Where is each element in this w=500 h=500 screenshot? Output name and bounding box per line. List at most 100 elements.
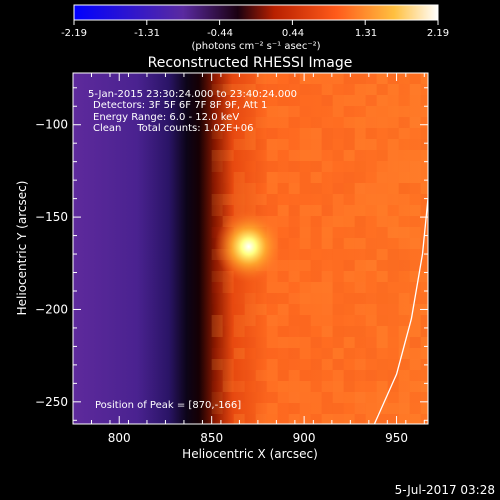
heatmap-pixel — [233, 128, 245, 139]
heatmap-pixel — [343, 304, 355, 315]
heatmap-pixel — [288, 227, 300, 238]
heatmap-pixel — [354, 392, 366, 403]
heatmap-pixel — [233, 139, 245, 150]
heatmap-pixel — [409, 95, 421, 106]
y-tick-label: −150 — [35, 210, 68, 224]
heatmap-pixel — [233, 117, 245, 128]
heatmap-pixel — [211, 84, 223, 95]
heatmap-pixel — [387, 249, 399, 260]
heatmap-pixel — [310, 205, 322, 216]
heatmap-pixel — [300, 117, 311, 128]
heatmap-pixel — [244, 106, 256, 117]
heatmap-pixel — [211, 172, 223, 183]
plot-frame — [72, 72, 429, 425]
heatmap-pixel — [420, 150, 428, 161]
heatmap-pixel — [288, 315, 300, 326]
heatmap-pixel — [333, 161, 344, 172]
heatmap-pixel — [420, 172, 428, 183]
heatmap-pixel — [376, 326, 388, 337]
heatmap-pixel — [387, 271, 399, 282]
heatmap-pixel — [211, 183, 223, 194]
heatmap-pixel — [398, 370, 410, 381]
heatmap-pixel — [310, 260, 322, 271]
heatmap-pixel — [266, 150, 278, 161]
heatmap-pixel — [333, 117, 344, 128]
heatmap-pixel — [344, 403, 355, 414]
heatmap-pixel — [266, 128, 278, 139]
heatmap-pixel — [310, 315, 322, 326]
heatmap-pixel — [409, 326, 421, 337]
heatmap-pixel — [332, 370, 344, 381]
y-tick-label: −200 — [35, 302, 68, 316]
heatmap-pixel — [300, 271, 311, 282]
heatmap-pixel — [299, 205, 311, 216]
heatmap-pixel — [354, 414, 366, 424]
heatmap-pixel — [365, 183, 377, 194]
heatmap-pixel — [310, 139, 322, 150]
heatmap-pixel — [245, 161, 256, 172]
heatmap-pixel — [222, 150, 234, 161]
heatmap-pixel — [409, 73, 421, 84]
heatmap-pixel — [387, 194, 399, 205]
heatmap-pixel — [277, 315, 289, 326]
heatmap-pixel — [376, 271, 388, 282]
heatmap-pixel — [278, 414, 289, 425]
heatmap-pixel — [354, 304, 366, 315]
heatmap-pixel — [387, 172, 399, 183]
heatmap-pixel — [288, 370, 300, 381]
heatmap-pixel — [255, 73, 267, 84]
heatmap-pixel — [256, 326, 267, 337]
heatmap-pixel — [354, 293, 366, 304]
heatmap-pixel — [409, 172, 421, 183]
heatmap-pixel — [245, 172, 256, 183]
heatmap-pixel — [343, 293, 355, 304]
heatmap-pixel — [288, 183, 300, 194]
heatmap-pixel — [277, 238, 289, 249]
heatmap-pixel — [310, 227, 322, 238]
heatmap-pixel — [387, 139, 399, 150]
footer-timestamp: 5-Jul-2017 03:28 — [395, 483, 495, 497]
heatmap-pixel — [398, 161, 410, 172]
heatmap-pixel — [310, 381, 322, 392]
heatmap-pixel — [321, 403, 333, 414]
heatmap-pixel — [322, 172, 333, 183]
annotation-total-counts: Clean Total counts: 1.02E+06 — [93, 123, 253, 134]
heatmap-pixel — [420, 139, 428, 150]
heatmap-pixel — [388, 337, 399, 348]
heatmap-pixel — [299, 161, 311, 172]
x-axis-title: Heliocentric X (arcsec) — [182, 447, 318, 461]
heatmap-pixel — [211, 359, 223, 370]
heatmap-pixel — [376, 260, 388, 271]
heatmap-pixel — [321, 238, 333, 249]
heatmap-pixel — [388, 282, 399, 293]
heatmap-pixel — [376, 205, 388, 216]
heatmap-pixel — [332, 414, 344, 424]
heatmap-pixel — [376, 172, 388, 183]
heatmap-pixel — [365, 205, 377, 216]
heatmap-pixel — [223, 183, 234, 194]
heatmap-pixel — [398, 117, 410, 128]
heatmap-pixel — [244, 205, 256, 216]
heatmap-pixel — [233, 106, 245, 117]
heatmap-pixel — [343, 139, 355, 150]
heatmap-pixel — [310, 414, 322, 424]
heatmap-pixel — [244, 337, 256, 348]
heatmap-pixel — [376, 73, 388, 84]
heatmap-pixel — [387, 106, 399, 117]
heatmap-pixel — [420, 106, 428, 117]
heatmap-pixel — [322, 106, 333, 117]
heatmap-pixel — [333, 293, 344, 304]
heatmap-pixel — [322, 260, 333, 271]
heatmap-pixel — [233, 381, 245, 392]
heatmap-pixel — [266, 392, 278, 403]
heatmap-pixel — [299, 84, 311, 95]
heatmap-pixel — [376, 381, 388, 392]
heatmap-pixel — [211, 117, 223, 128]
heatmap-pixel — [211, 205, 223, 216]
heatmap-pixel — [332, 194, 344, 205]
heatmap-pixel — [410, 249, 421, 260]
heatmap-pixel — [211, 315, 223, 326]
heatmap-pixel — [421, 117, 432, 128]
heatmap-pixel — [211, 414, 223, 424]
heatmap-pixel — [288, 95, 300, 106]
